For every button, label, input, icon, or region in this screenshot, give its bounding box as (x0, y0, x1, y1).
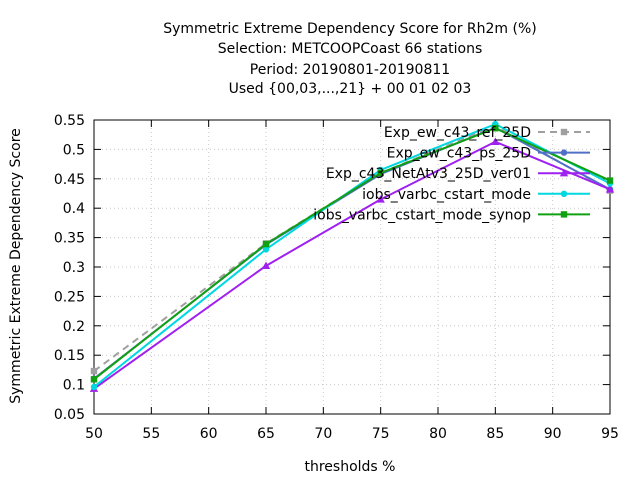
legend-marker (559, 169, 569, 177)
x-tick-label: 75 (372, 426, 390, 442)
y-tick-label: 0.25 (54, 289, 85, 305)
chart-title-line-2: Selection: METCOOPCoast 66 stations (217, 41, 483, 57)
legend-label: iobs_varbc_cstart_mode (362, 187, 531, 203)
data-point (377, 169, 384, 177)
legend-marker (560, 149, 568, 156)
data-point (90, 376, 98, 383)
legend-label: iobs_varbc_cstart_mode_synop (313, 207, 531, 223)
y-tick-label: 0.5 (63, 142, 85, 158)
data-point (491, 137, 500, 145)
y-tick-label: 0.45 (54, 172, 85, 188)
data-point (90, 367, 98, 375)
data-point (262, 246, 270, 253)
chart-title-line-1: Symmetric Extreme Dependency Score for R… (163, 21, 537, 37)
legend-marker (560, 190, 568, 197)
data-point (605, 185, 615, 193)
x-tick-label: 90 (544, 426, 562, 442)
x-tick-label: 70 (314, 426, 332, 442)
data-point (262, 240, 270, 248)
y-tick-label: 0.1 (63, 378, 85, 394)
chart-title-line-3: Period: 20190801-20190811 (249, 62, 451, 78)
plot-series (89, 120, 615, 392)
x-tick-label: 95 (601, 426, 619, 442)
x-tick-label: 50 (85, 426, 103, 442)
plot-frame (93, 119, 611, 415)
y-axis-label: Symmetric Extreme Dependency Score (8, 128, 24, 404)
x-axis-label: thresholds % (305, 459, 396, 475)
data-point (606, 177, 614, 184)
axes (93, 119, 611, 415)
y-axis-ticks: 0.05 0.1 0.15 0.2 0.25 0.3 0.35 0.4 0.45 0.5 0.55 (54, 113, 610, 423)
legend-marker (560, 128, 568, 136)
legend: Exp_ew_c43_ref_25D Exp_ew_c43_ps_25D Exp_c… (313, 125, 590, 223)
y-tick-label: 0.3 (63, 260, 85, 276)
legend-marker (560, 211, 568, 218)
chart-title-line-4: Used {00,03,...,21} + 00 01 02 03 (228, 81, 472, 97)
y-tick-label: 0.2 (63, 319, 85, 335)
x-tick-label: 80 (429, 426, 447, 442)
y-tick-label: 0.05 (54, 407, 85, 423)
x-tick-label: 85 (486, 426, 504, 442)
y-tick-label: 0.55 (54, 113, 85, 129)
series-line (93, 123, 611, 388)
y-tick-label: 0.4 (63, 201, 85, 217)
data-point (376, 195, 385, 203)
legend-label: Exp_ew_c43_ps_25D (387, 146, 531, 162)
x-tick-label: 65 (257, 426, 275, 442)
data-point (90, 383, 98, 391)
x-axis-ticks: 50 55 60 65 70 75 80 85 90 95 (85, 120, 619, 442)
x-tick-label: 60 (200, 426, 218, 442)
y-tick-label: 0.35 (54, 231, 85, 247)
legend-label: Exp_ew_c43_ref_25D (384, 125, 531, 141)
data-point (261, 261, 271, 270)
grid (94, 120, 610, 414)
x-tick-label: 55 (142, 426, 160, 442)
legend-label: Exp_c43_NetAtv3_25D_ver01 (326, 166, 531, 182)
data-point (492, 125, 499, 132)
y-tick-label: 0.15 (54, 348, 85, 364)
